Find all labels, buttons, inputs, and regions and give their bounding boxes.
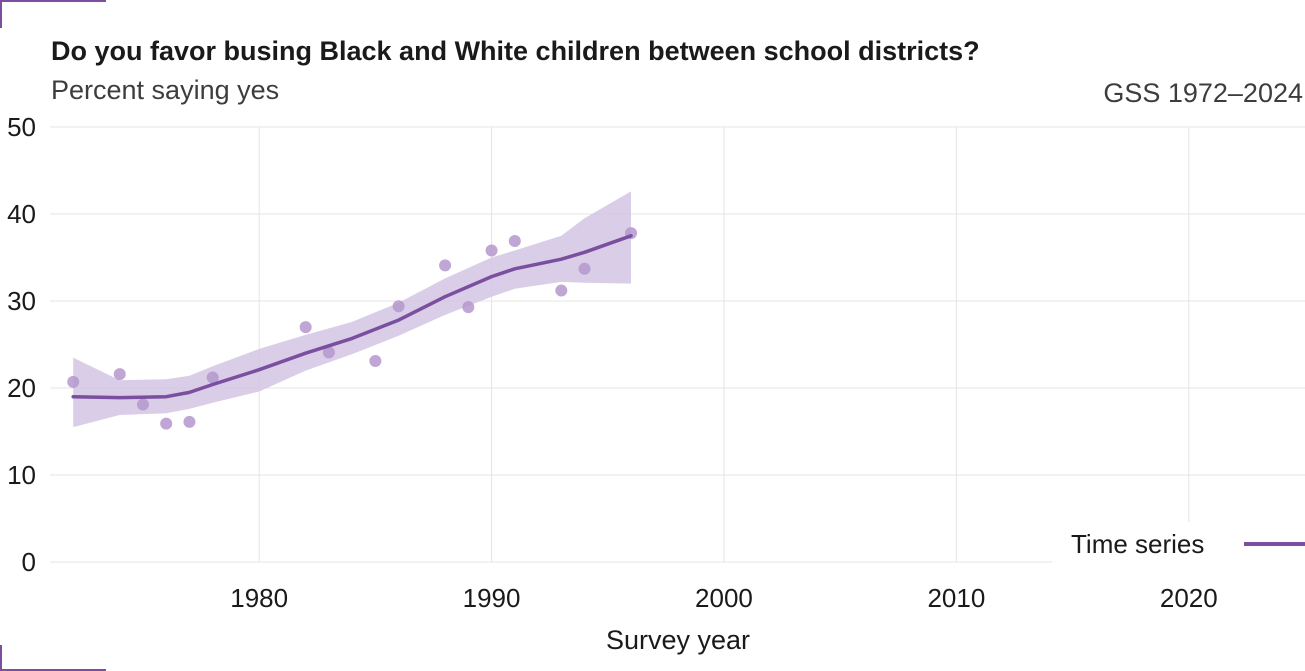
data-point xyxy=(206,371,219,384)
confidence-band-layer xyxy=(73,191,631,428)
y-tick-label: 10 xyxy=(7,460,36,490)
data-point xyxy=(555,284,568,297)
y-tick-label: 30 xyxy=(7,286,36,316)
data-point xyxy=(369,355,382,368)
data-point xyxy=(160,417,173,430)
x-tick-label: 1990 xyxy=(463,583,521,613)
chart-caption: GSS 1972–2024 xyxy=(1103,78,1303,108)
y-tick-label: 20 xyxy=(7,373,36,403)
data-point xyxy=(136,398,149,411)
data-point xyxy=(578,262,591,275)
data-point xyxy=(322,346,335,359)
x-tick-label: 2020 xyxy=(1160,583,1218,613)
corner-mark-bottom xyxy=(0,669,106,671)
x-tick-label: 2010 xyxy=(927,583,985,613)
corner-mark-top-vertical xyxy=(0,0,2,28)
data-point xyxy=(113,368,126,381)
data-point xyxy=(392,300,405,313)
data-point xyxy=(462,301,475,314)
legend-label: Time series xyxy=(1071,529,1205,559)
tick-label-layer: 0 10 20 30 40 50 1980 1990 2000 2010 2020 xyxy=(7,112,1218,613)
grid-layer xyxy=(50,126,1305,563)
chart-subtitle: Percent saying yes xyxy=(51,75,280,105)
x-tick-label: 1980 xyxy=(230,583,288,613)
data-point xyxy=(299,321,312,334)
chart-title: Do you favor busing Black and White chil… xyxy=(51,36,980,66)
legend-line-swatch xyxy=(1244,542,1305,546)
data-point xyxy=(485,244,498,257)
series-line-time-series xyxy=(71,234,633,400)
y-tick-label: 50 xyxy=(7,112,36,142)
data-point xyxy=(183,415,196,428)
y-tick-label: 40 xyxy=(7,199,36,229)
data-point xyxy=(508,234,521,247)
data-point xyxy=(67,375,80,388)
y-tick-label: 0 xyxy=(22,547,36,577)
x-axis-title: Survey year xyxy=(606,625,750,655)
corner-mark-top xyxy=(0,0,106,2)
data-point-layer xyxy=(67,227,638,430)
confidence-band xyxy=(73,191,631,428)
data-point xyxy=(439,259,452,272)
trend-line-layer xyxy=(71,234,633,400)
corner-mark-bottom-vertical xyxy=(0,645,2,671)
x-tick-label: 2000 xyxy=(695,583,753,613)
